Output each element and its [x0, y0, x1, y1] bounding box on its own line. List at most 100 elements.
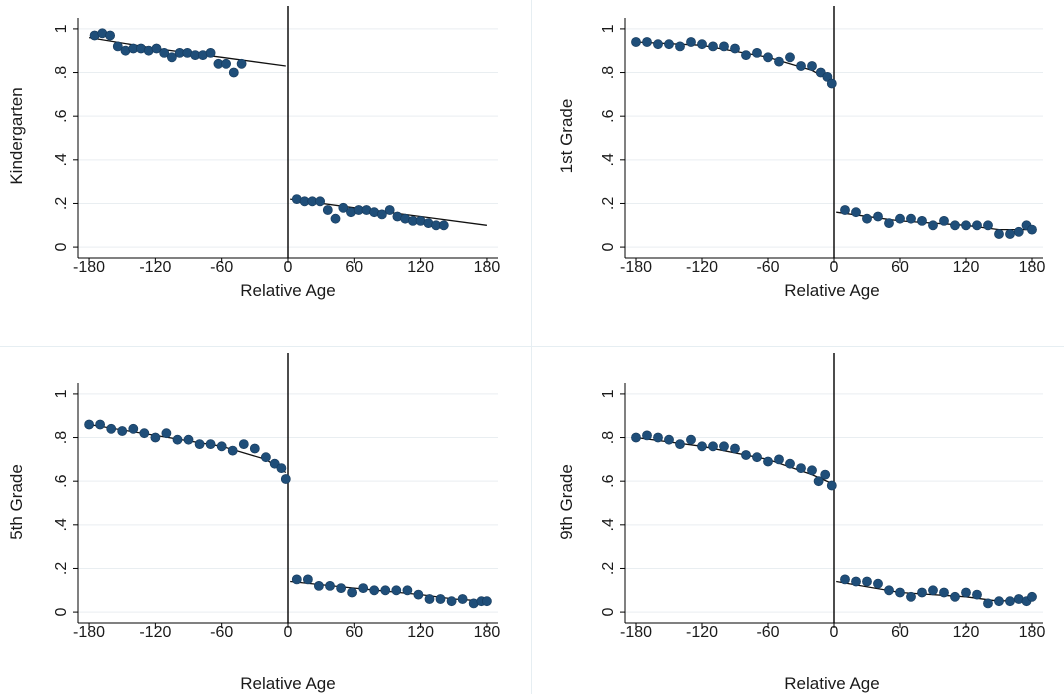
x-tick-label: -120 — [139, 624, 171, 641]
data-point — [369, 585, 380, 596]
data-point — [697, 441, 707, 452]
x-tick-label: 180 — [474, 259, 501, 276]
data-point — [708, 441, 718, 452]
y-tick-label: 0 — [53, 243, 70, 252]
data-point — [139, 428, 150, 439]
data-point — [280, 474, 291, 484]
y-tick-label: .4 — [600, 518, 617, 531]
data-point — [128, 423, 139, 434]
data-point — [862, 213, 872, 224]
data-point — [983, 220, 993, 231]
x-tick-label: 0 — [830, 624, 839, 641]
data-point — [481, 596, 492, 607]
data-point — [826, 78, 837, 89]
data-point — [873, 578, 883, 589]
x-tick-label: -120 — [686, 624, 718, 641]
data-point — [950, 220, 960, 231]
x-tick-label: 0 — [284, 259, 293, 276]
x-axis-title: Relative Age — [784, 281, 879, 300]
data-point — [642, 430, 652, 441]
y-tick-label: .6 — [53, 109, 70, 122]
data-point — [84, 419, 94, 430]
data-point — [249, 443, 260, 454]
data-point — [172, 434, 183, 445]
x-tick-label: 60 — [345, 259, 363, 276]
data-point — [1027, 224, 1037, 235]
data-point — [276, 463, 287, 473]
y-tick-label: .2 — [600, 562, 617, 575]
data-point — [708, 41, 718, 52]
data-point — [1005, 596, 1015, 607]
y-tick-label: 0 — [600, 608, 617, 617]
data-point — [413, 589, 424, 600]
y-tick-label: .8 — [53, 66, 70, 79]
y-tick-label: 1 — [53, 389, 70, 398]
data-point — [752, 48, 762, 58]
x-tick-label: 120 — [407, 624, 434, 641]
data-point — [785, 458, 795, 469]
first-grade-scatter-chart: 0 .2 .4 .6 .8 1 -180 -120 -60 0 60 120 180 Relative … — [557, 6, 1045, 300]
data-point — [95, 419, 105, 430]
data-point — [774, 56, 784, 67]
data-point — [873, 211, 883, 222]
data-point — [939, 215, 949, 226]
data-point — [653, 432, 663, 443]
data-point — [851, 207, 861, 218]
data-point — [1027, 591, 1037, 602]
data-point — [236, 58, 247, 69]
fifth-grade-scatter-chart: 0 .2 .4 .6 .8 1 -180 -120 -60 0 60 120 180 Relative … — [7, 353, 501, 693]
y-tick-label: 1 — [600, 389, 617, 398]
x-tick-label: -120 — [139, 259, 171, 276]
data-point — [402, 585, 413, 596]
x-tick-label: -180 — [73, 624, 105, 641]
x-tick-label: -120 — [686, 259, 718, 276]
x-tick-label: -180 — [620, 259, 652, 276]
data-point — [205, 439, 216, 449]
data-point — [917, 587, 927, 598]
data-point — [315, 196, 325, 207]
data-point — [928, 220, 938, 231]
data-point — [763, 52, 773, 63]
data-point — [697, 39, 707, 50]
data-point — [347, 587, 357, 598]
y-tick-label: 1 — [600, 24, 617, 33]
data-point — [675, 41, 685, 52]
data-point — [159, 48, 170, 58]
data-point — [260, 452, 271, 463]
data-point — [438, 220, 449, 231]
panel-divider-horizontal — [0, 346, 1064, 347]
x-tick-label: 120 — [953, 259, 980, 276]
x-tick-label: -180 — [73, 259, 105, 276]
data-point — [972, 589, 982, 600]
data-point — [322, 205, 333, 215]
data-point — [826, 480, 837, 491]
y-tick-label: .6 — [600, 109, 617, 122]
data-point — [194, 439, 205, 449]
data-point — [376, 209, 387, 220]
x-tick-label: -60 — [756, 624, 779, 641]
data-point — [840, 574, 850, 585]
data-point — [446, 596, 457, 607]
x-tick-label: 0 — [830, 259, 839, 276]
data-point — [774, 454, 784, 465]
y-tick-label: .4 — [600, 153, 617, 166]
data-point — [105, 30, 115, 41]
x-axis-title: Relative Age — [784, 674, 879, 693]
data-point — [216, 441, 227, 452]
data-point — [752, 452, 762, 463]
y-tick-label: .2 — [53, 197, 70, 210]
data-point — [741, 50, 751, 60]
y-tick-label: .4 — [53, 518, 70, 531]
data-point — [642, 37, 652, 47]
data-point — [150, 432, 161, 443]
data-point — [424, 594, 435, 604]
y-tick-label: .8 — [600, 431, 617, 444]
x-tick-label: 180 — [474, 624, 501, 641]
data-point — [228, 67, 239, 78]
data-point — [686, 37, 696, 47]
y-tick-label: .6 — [53, 474, 70, 487]
x-axis-title: Relative Age — [240, 281, 335, 300]
x-tick-label: -60 — [756, 259, 779, 276]
data-point — [221, 58, 231, 69]
data-point — [631, 432, 641, 443]
